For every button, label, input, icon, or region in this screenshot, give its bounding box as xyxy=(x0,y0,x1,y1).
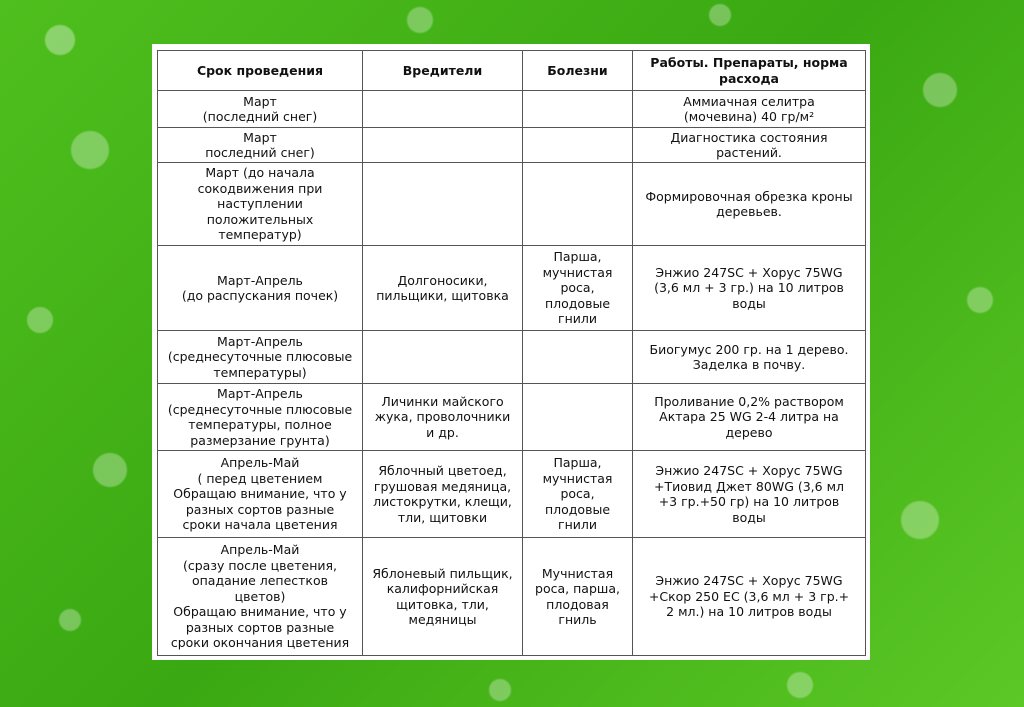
schedule-table: Срок проведения Вредители Болезни Работы. П… xyxy=(157,50,866,656)
header-cell: Срок проведения xyxy=(157,50,363,91)
table-cell: Март (последний снег) xyxy=(157,90,363,128)
table-cell: Парша, мучнистая роса, плодовые гнили xyxy=(522,245,633,331)
table-cell xyxy=(522,330,633,384)
table-cell: Долгоносики, пильщики, щитовка xyxy=(362,245,523,331)
table-cell: Аммиачная селитра (мочевина) 40 гр/м² xyxy=(632,90,866,128)
table-cell: Апрель-Май (сразу после цветения, опадан… xyxy=(157,537,363,656)
table-row: Март-Апрель (среднесуточные плюсовые тем… xyxy=(157,383,866,451)
table-cell: Март последний снег) xyxy=(157,127,363,163)
table-row: Апрель-Май ( перед цветением Обращаю вни… xyxy=(157,450,866,538)
table-row: Март-Апрель (до распускания почек) Долгон… xyxy=(157,245,866,331)
table-row: Март последний снег) Диагностика состояни… xyxy=(157,127,866,163)
table-cell: Энжио 247SC + Хорус 75WG +Скор 250 ЕС (3… xyxy=(632,537,866,656)
table-row: Март (последний снег) Аммиачная селитра (… xyxy=(157,90,866,128)
table-cell: Мучнистая роса, парша, плодовая гниль xyxy=(522,537,633,656)
table-row: Апрель-Май (сразу после цветения, опадан… xyxy=(157,537,866,656)
table-cell: Энжио 247SC + Хорус 75WG +Тиовид Джет 80… xyxy=(632,450,866,538)
table-cell xyxy=(522,162,633,246)
table-cell xyxy=(522,90,633,128)
table-cell: Март-Апрель (среднесуточные плюсовые тем… xyxy=(157,330,363,384)
table-cell xyxy=(362,90,523,128)
table-cell: Апрель-Май ( перед цветением Обращаю вни… xyxy=(157,450,363,538)
header-cell: Болезни xyxy=(522,50,633,91)
table-cell: Энжио 247SC + Хорус 75WG (3,6 мл + 3 гр.… xyxy=(632,245,866,331)
table-cell xyxy=(362,162,523,246)
table-cell: Формировочная обрезка кроны деревьев. xyxy=(632,162,866,246)
table-cell: Проливание 0,2% раствором Актара 25 WG 2… xyxy=(632,383,866,451)
header-cell: Работы. Препараты, норма расхода xyxy=(632,50,866,91)
table-row: Март-Апрель (среднесуточные плюсовые тем… xyxy=(157,330,866,384)
table-cell: Парша, мучнистая роса, плодовые гнили xyxy=(522,450,633,538)
table-cell: Биогумус 200 гр. на 1 дерево. Заделка в … xyxy=(632,330,866,384)
table-cell: Личинки майского жука, проволочники и др… xyxy=(362,383,523,451)
table-cell: Яблочный цветоед, грушовая медяница, лис… xyxy=(362,450,523,538)
table-cell xyxy=(522,383,633,451)
table-cell xyxy=(362,127,523,163)
header-row: Срок проведения Вредители Болезни Работы. П… xyxy=(157,50,866,91)
table-cell: Март-Апрель (до распускания почек) xyxy=(157,245,363,331)
table-cell: Яблоневый пильщик, калифорнийская щитовк… xyxy=(362,537,523,656)
table-cell: Март (до начала сокодвижения при наступл… xyxy=(157,162,363,246)
table-cell xyxy=(362,330,523,384)
table-panel: Срок проведения Вредители Болезни Работы. П… xyxy=(152,44,870,660)
table-cell: Диагностика состояния растений. xyxy=(632,127,866,163)
table-cell: Март-Апрель (среднесуточные плюсовые тем… xyxy=(157,383,363,451)
header-cell: Вредители xyxy=(362,50,523,91)
table-row: Март (до начала сокодвижения при наступл… xyxy=(157,162,866,246)
table-cell xyxy=(522,127,633,163)
